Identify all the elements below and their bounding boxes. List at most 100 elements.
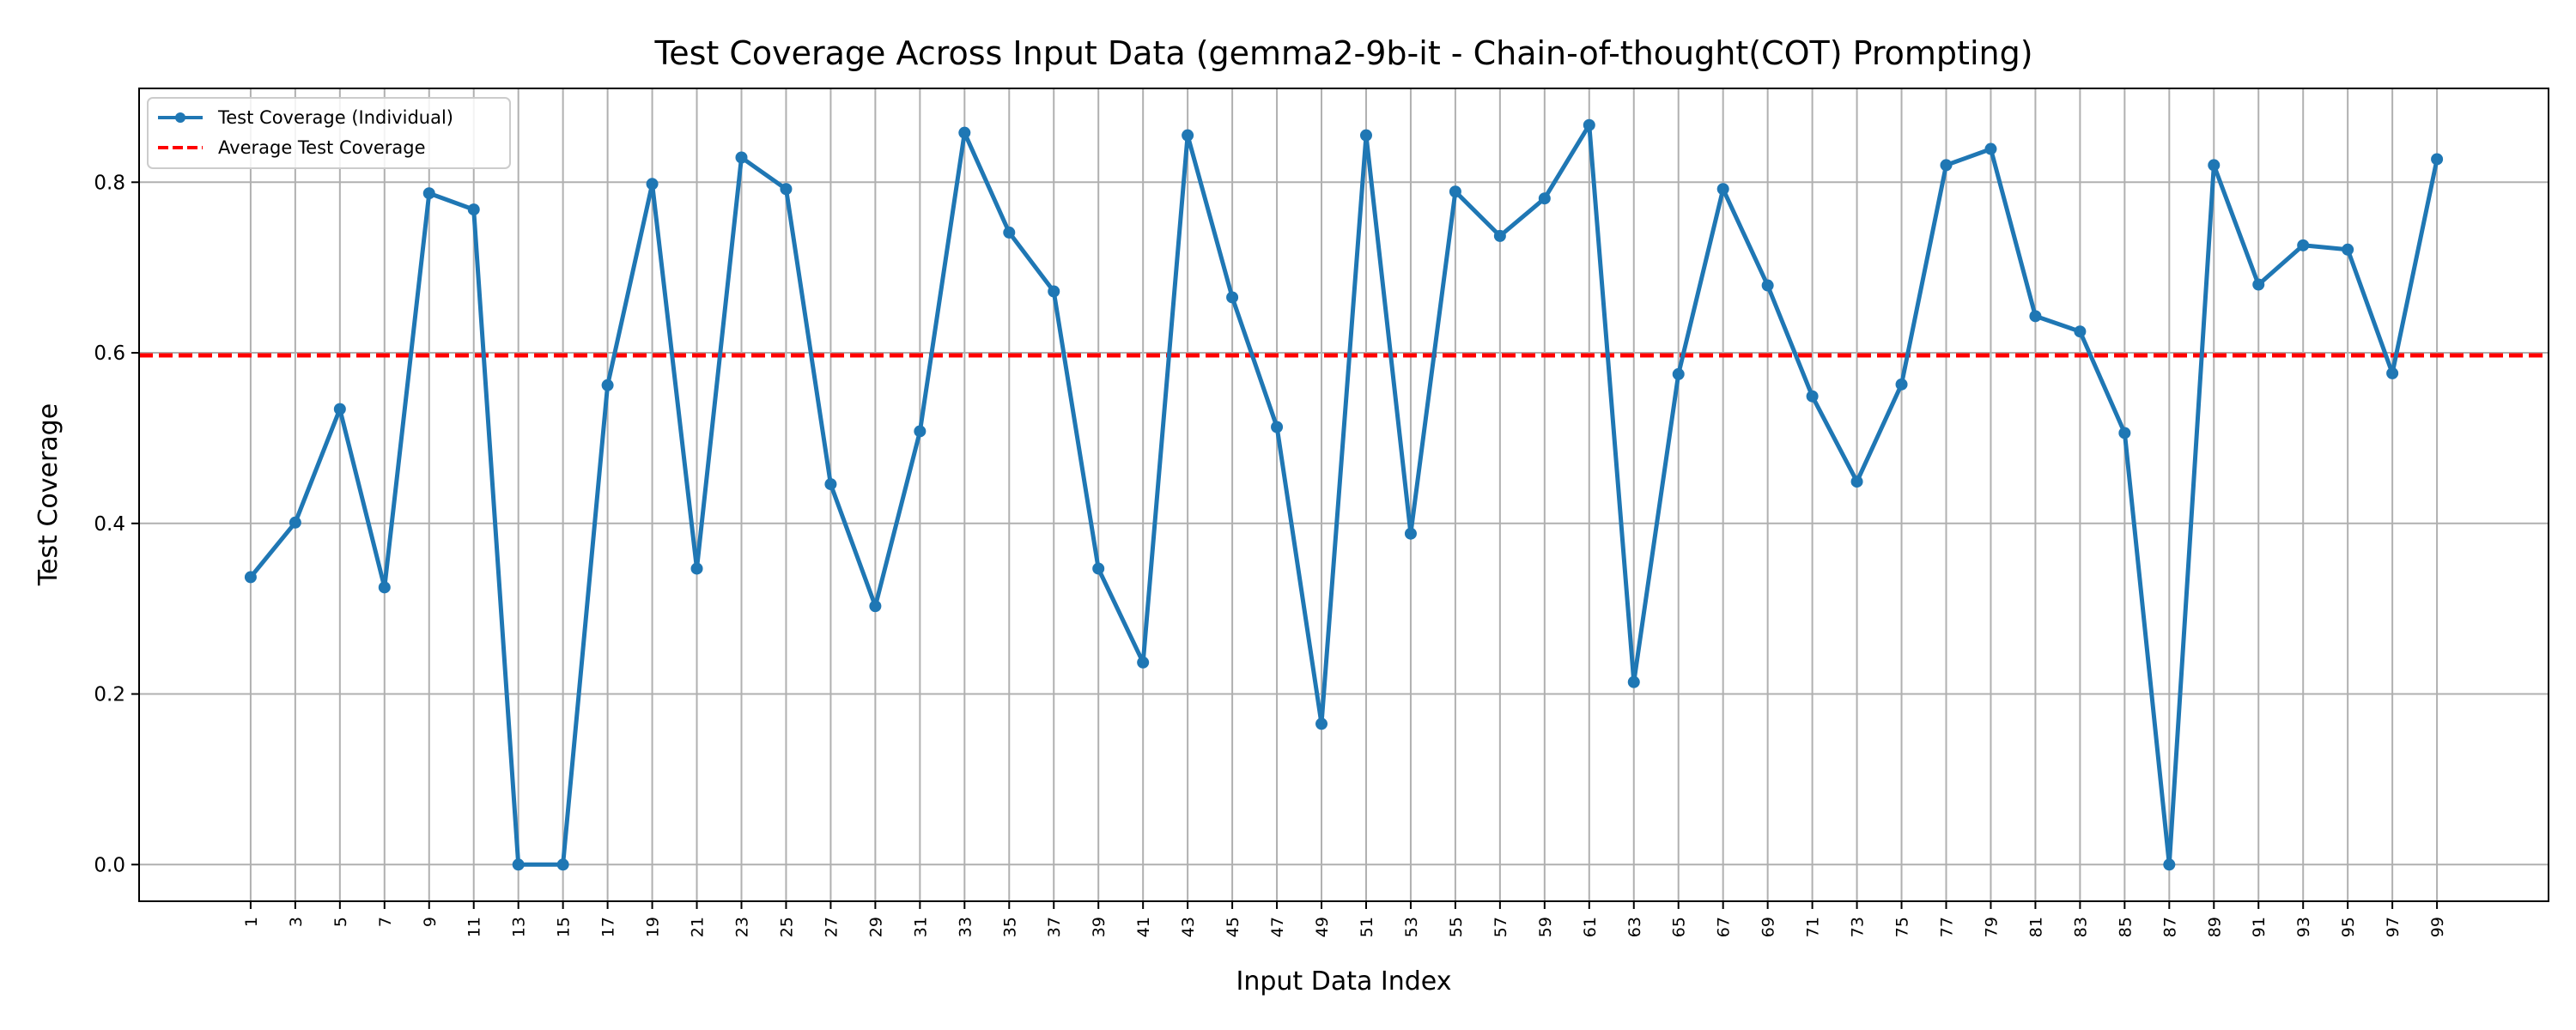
y-axis-label: Test Coverage <box>33 403 64 586</box>
coverage-data-point <box>333 403 346 415</box>
coverage-data-point <box>1404 527 1417 540</box>
x-tick-label: 25 <box>777 917 796 937</box>
x-tick-label: 81 <box>2026 917 2045 937</box>
x-tick-label: 95 <box>2339 917 2358 937</box>
x-tick-label: 43 <box>1179 917 1198 937</box>
chart-title: Test Coverage Across Input Data (gemma2-… <box>653 34 2032 72</box>
coverage-data-point <box>556 858 569 871</box>
legend-label-average: Average Test Coverage <box>218 137 426 158</box>
coverage-data-point <box>512 858 525 871</box>
y-axis-ticks: 0.0 0.2 0.4 0.6 0.8 <box>94 172 139 876</box>
y-tick-label: 0.6 <box>94 342 125 365</box>
x-tick-label: 69 <box>1759 917 1778 937</box>
x-tick-label: 55 <box>1447 917 1466 937</box>
coverage-data-point <box>2118 427 2131 439</box>
x-tick-label: 45 <box>1224 917 1242 937</box>
coverage-data-point <box>1940 159 1953 172</box>
x-tick-label: 41 <box>1134 917 1153 937</box>
coverage-data-point <box>2208 159 2221 172</box>
x-tick-label: 1 <box>242 917 261 927</box>
coverage-data-point <box>914 425 927 438</box>
coverage-data-point <box>1271 421 1284 433</box>
coverage-data-point <box>1137 656 1150 669</box>
coverage-data-point <box>2163 858 2176 871</box>
coverage-data-point <box>1315 718 1328 730</box>
coverage-data-point <box>958 126 971 139</box>
x-tick-label: 93 <box>2294 917 2313 937</box>
coverage-data-point <box>1182 129 1194 142</box>
coverage-data-point <box>289 516 301 529</box>
coverage-data-point <box>690 562 703 575</box>
x-tick-label: 11 <box>465 917 484 937</box>
x-tick-label: 21 <box>689 917 708 937</box>
coverage-data-point <box>869 600 882 613</box>
coverage-data-point <box>2074 325 2087 338</box>
x-tick-label: 15 <box>555 917 574 937</box>
x-tick-label: 3 <box>287 917 306 927</box>
x-axis-label: Input Data Index <box>1236 966 1452 997</box>
coverage-data-point <box>1806 390 1819 403</box>
x-tick-label: 29 <box>866 917 885 937</box>
x-tick-label: 91 <box>2250 917 2269 937</box>
coverage-data-point <box>1583 118 1595 131</box>
x-tick-label: 31 <box>911 917 930 937</box>
x-tick-label: 59 <box>1536 917 1555 937</box>
coverage-data-point <box>1449 185 1461 198</box>
coverage-data-point <box>2342 243 2354 256</box>
x-axis-ticks: 1 3 5 7 9 11 13 15 17 19 21 23 25 27 29 31 33 35 37 39 41 43 4… <box>242 901 2447 937</box>
x-tick-label: 83 <box>2071 917 2090 937</box>
x-tick-label: 7 <box>376 917 395 927</box>
x-tick-label: 67 <box>1715 917 1734 937</box>
x-tick-label: 97 <box>2384 917 2403 937</box>
coverage-data-point <box>244 571 257 584</box>
y-tick-label: 0.4 <box>94 513 125 536</box>
x-tick-label: 51 <box>1358 917 1376 937</box>
coverage-data-point <box>1895 378 1908 391</box>
x-tick-label: 37 <box>1045 917 1064 937</box>
coverage-data-point <box>601 379 614 391</box>
x-tick-label: 75 <box>1893 917 1912 937</box>
x-tick-label: 79 <box>1982 917 2001 937</box>
x-tick-label: 71 <box>1804 917 1823 937</box>
coverage-data-point <box>2297 239 2310 251</box>
coverage-data-point <box>378 581 391 594</box>
legend: Test Coverage (Individual) Average Test … <box>147 97 511 169</box>
x-tick-label: 23 <box>733 917 752 937</box>
coverage-data-point <box>780 183 793 196</box>
x-tick-label: 73 <box>1849 917 1868 937</box>
legend-label-individual: Test Coverage (Individual) <box>217 107 453 128</box>
x-tick-label: 89 <box>2205 917 2224 937</box>
coverage-data-point <box>1672 367 1685 380</box>
coverage-data-point <box>1092 562 1105 575</box>
coverage-data-point <box>1984 142 1997 155</box>
plot-area-frame <box>138 88 2549 902</box>
legend-marker-individual <box>175 112 185 123</box>
x-tick-label: 87 <box>2160 917 2179 937</box>
coverage-data-point <box>1226 291 1239 304</box>
coverage-data-point <box>467 203 480 216</box>
x-tick-label: 99 <box>2428 917 2447 937</box>
coverage-data-point <box>1493 229 1506 242</box>
x-tick-label: 39 <box>1090 917 1109 937</box>
coverage-data-point <box>1761 279 1774 292</box>
x-tick-label: 49 <box>1313 917 1332 937</box>
coverage-data-point <box>2431 153 2444 166</box>
x-tick-label: 9 <box>421 917 440 927</box>
y-tick-label: 0.2 <box>94 684 125 706</box>
x-tick-label: 47 <box>1268 917 1287 937</box>
coverage-data-point <box>1538 192 1551 205</box>
x-tick-label: 17 <box>599 917 618 937</box>
x-tick-label: 61 <box>1581 917 1600 937</box>
coverage-data-point <box>2252 278 2265 291</box>
x-tick-label: 33 <box>956 917 975 937</box>
coverage-data-point <box>2029 310 2042 323</box>
coverage-data-point <box>735 151 748 164</box>
grid <box>139 88 2549 901</box>
x-tick-label: 53 <box>1402 917 1421 937</box>
x-tick-label: 85 <box>2116 917 2135 937</box>
x-tick-label: 13 <box>510 917 529 937</box>
coverage-data-point <box>824 478 837 491</box>
y-tick-label: 0.8 <box>94 172 125 194</box>
x-tick-label: 57 <box>1492 917 1510 937</box>
